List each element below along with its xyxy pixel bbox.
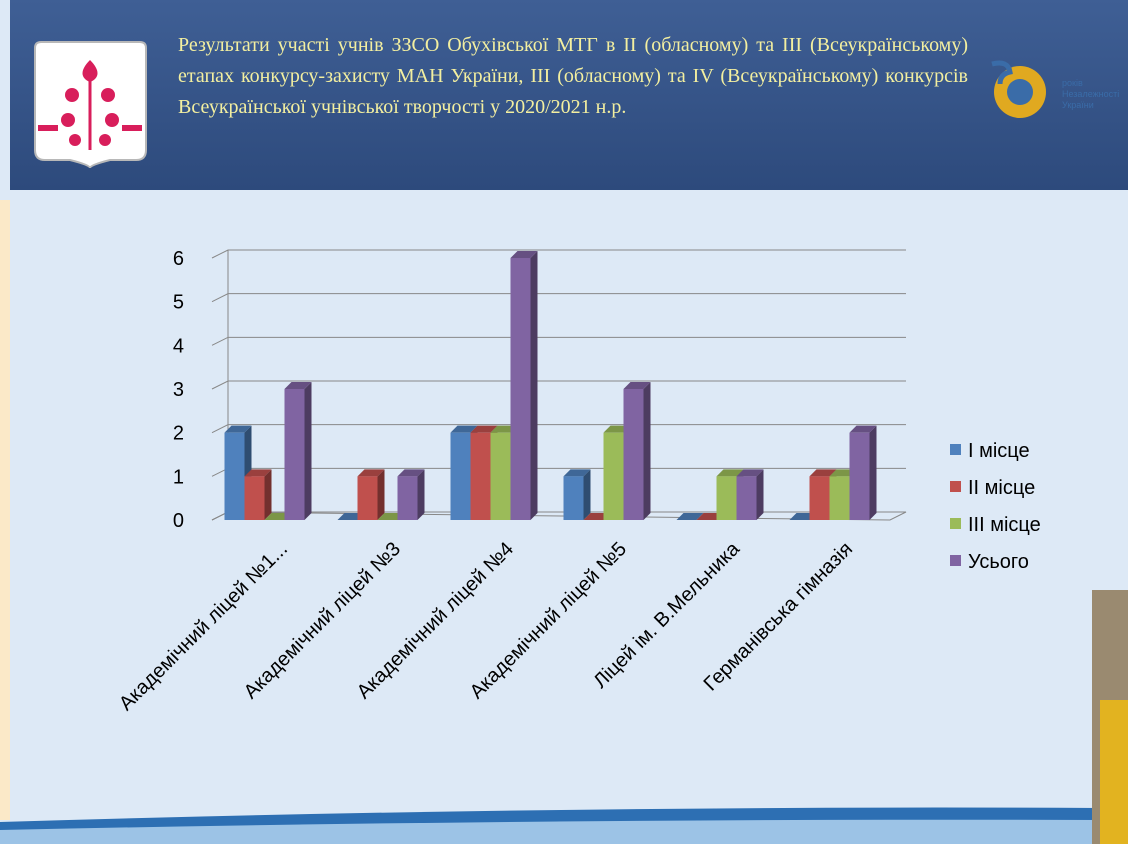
bar-side <box>756 469 764 520</box>
bar-side <box>869 425 877 520</box>
title: Результати участі учнів ЗЗСО Обухівської… <box>178 34 968 118</box>
grid-line <box>211 293 906 303</box>
legend-label: ІІІ місце <box>968 514 1041 536</box>
bar-top <box>809 469 837 477</box>
grid-line <box>211 336 906 346</box>
bar-top <box>224 425 252 433</box>
y-tick-label: 0 <box>173 510 184 532</box>
side-strip <box>0 200 10 820</box>
y-tick-label: 6 <box>173 248 184 270</box>
y-tick-label: 4 <box>173 335 184 357</box>
bar <box>450 432 471 520</box>
emblem <box>34 41 147 169</box>
bar <box>470 432 491 520</box>
y-tick-label: 1 <box>173 466 184 488</box>
back-wall <box>211 250 907 521</box>
bar <box>829 476 850 520</box>
bar-top <box>716 469 744 477</box>
badge: років Незалежності України <box>1062 78 1119 111</box>
grid-line <box>211 380 906 390</box>
bar-top <box>357 469 385 477</box>
bar <box>849 432 870 520</box>
bar-top <box>450 425 478 433</box>
bar-side <box>304 382 312 520</box>
bar <box>357 476 378 520</box>
bar <box>244 476 265 520</box>
bar <box>603 432 624 520</box>
bar-top <box>849 425 877 433</box>
bar <box>809 476 830 520</box>
legend-label: І місце <box>968 440 1030 462</box>
bar <box>490 432 511 520</box>
bar-top <box>397 469 425 477</box>
bar <box>716 476 737 520</box>
photo-fragment <box>1100 700 1128 844</box>
bar <box>736 476 757 520</box>
bar-top <box>736 469 764 477</box>
bar-side <box>643 382 651 520</box>
bar <box>224 432 245 520</box>
badge-line: України <box>1062 100 1094 110</box>
legend-swatch <box>950 444 961 455</box>
badge-icon <box>991 60 1046 118</box>
legend-swatch <box>950 555 961 566</box>
y-tick-label: 2 <box>173 423 184 445</box>
grid-line <box>211 467 906 477</box>
legend-swatch <box>950 481 961 492</box>
bar-side <box>417 469 425 520</box>
badge-line: років <box>1062 78 1083 88</box>
grid-line <box>211 424 906 434</box>
bar <box>510 258 531 520</box>
header-band <box>10 0 1128 190</box>
bar-top <box>284 382 312 389</box>
bar-top <box>470 425 498 433</box>
legend-label: Усього <box>968 551 1029 573</box>
bar-side <box>583 469 591 520</box>
y-tick-label: 3 <box>173 379 184 401</box>
legend-label: ІІ місце <box>968 477 1035 499</box>
bar-top <box>563 469 591 477</box>
bar-side <box>530 251 538 520</box>
bar-side <box>377 469 385 520</box>
swoosh <box>0 819 1100 844</box>
bar-top <box>623 382 651 389</box>
bar <box>563 476 584 520</box>
bar <box>284 389 305 520</box>
bar-top <box>676 513 704 520</box>
bar <box>623 389 644 520</box>
bar <box>397 476 418 520</box>
bar-top <box>244 469 272 477</box>
grid-line <box>211 249 906 259</box>
legend-swatch <box>950 518 961 529</box>
bar-top <box>510 251 538 258</box>
badge-line: Незалежності <box>1062 89 1120 99</box>
y-tick-label: 5 <box>173 292 184 314</box>
bar-side <box>264 469 272 520</box>
